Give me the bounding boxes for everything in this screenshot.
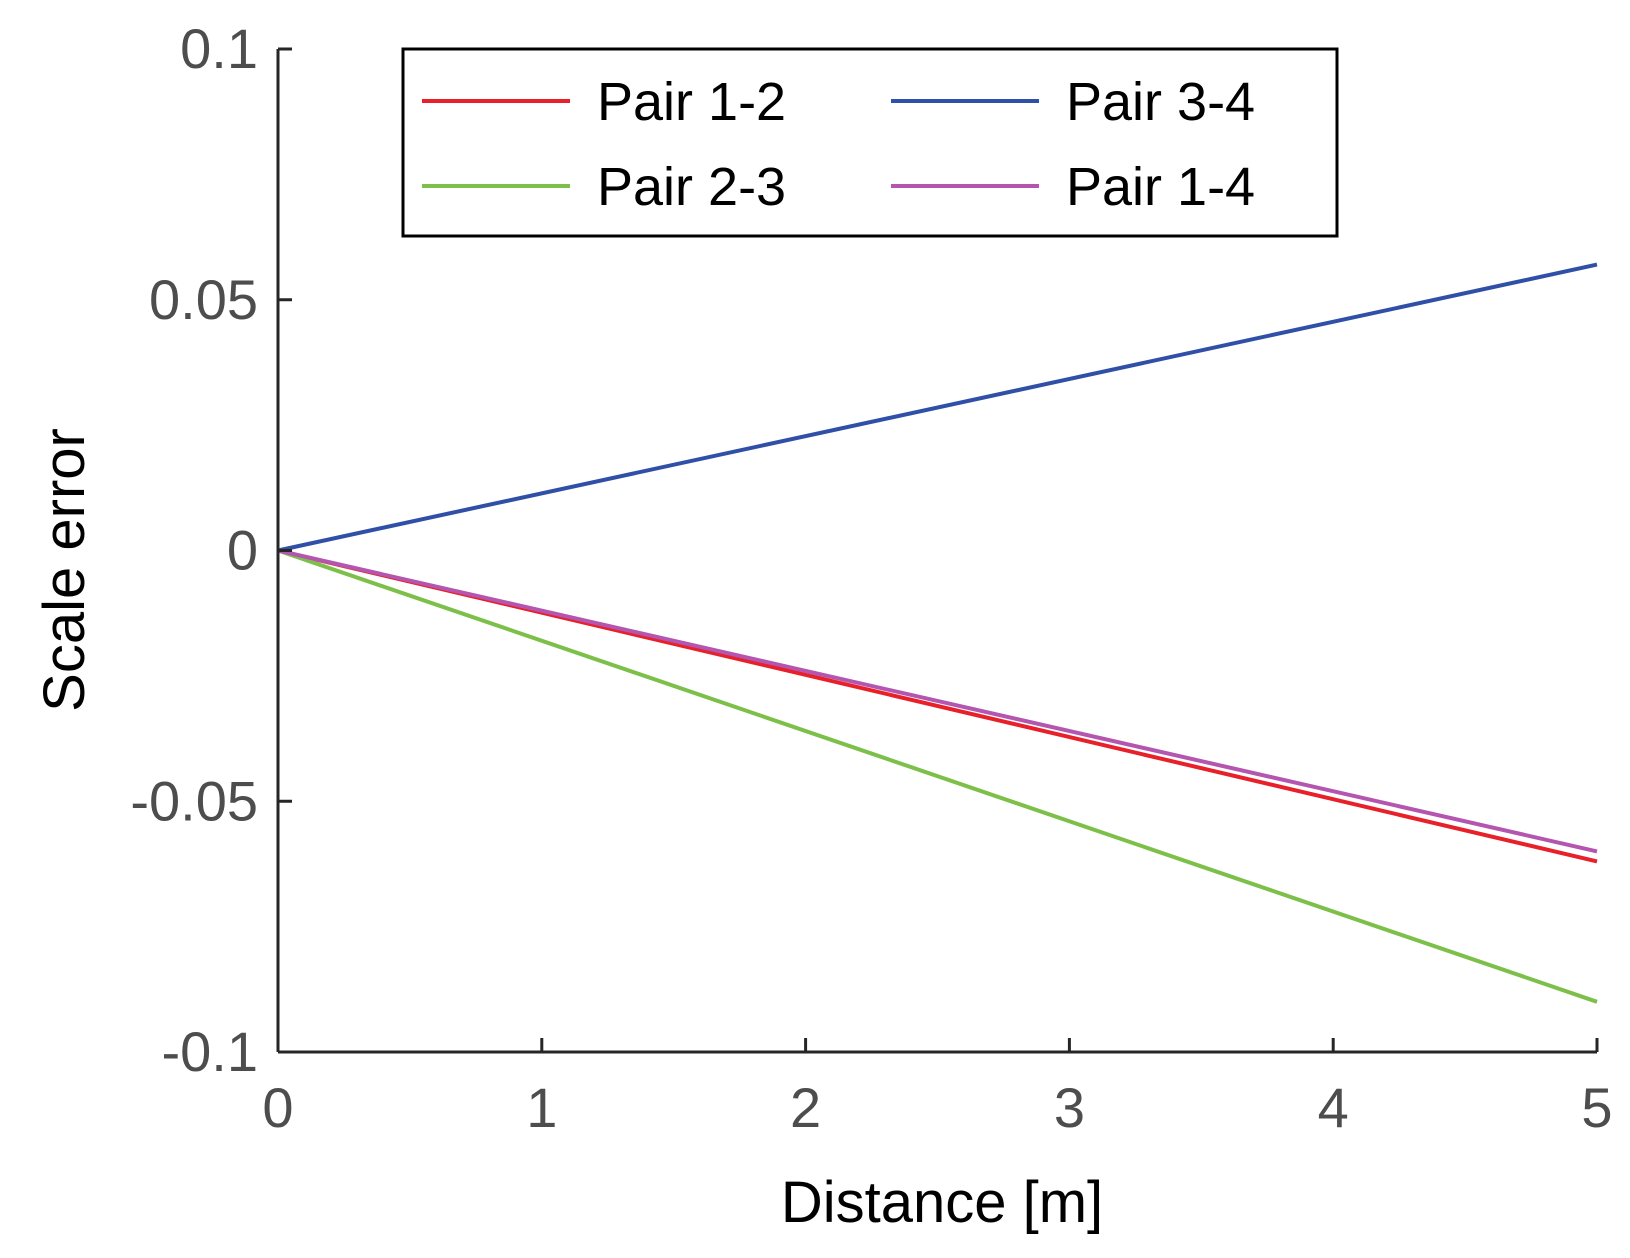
y-tick-label: 0: [227, 519, 258, 582]
legend-label: Pair 1-2: [597, 72, 786, 132]
x-tick-label: 1: [526, 1076, 557, 1139]
legend-box: [401, 47, 1339, 238]
x-tick-label: 5: [1581, 1076, 1612, 1139]
legend-item: Pair 1-4: [891, 157, 1255, 217]
ticks-layer: 0 1 2 3 4 5 -0.1 -0.05 0 0.05 0.1: [130, 17, 1612, 1139]
x-tick-label: 0: [262, 1076, 293, 1139]
legend: Pair 1-2 Pair 3-4 Pair 2-3 Pair 1-4: [401, 47, 1339, 238]
series-line-pair-1-4: [277, 548, 1598, 854]
legend-item: Pair 3-4: [891, 72, 1255, 132]
legend-label: Pair 2-3: [597, 157, 786, 217]
series-line-pair-3-4: [277, 262, 1598, 553]
y-tick-label: 0.05: [149, 268, 258, 331]
y-axis-title: Scale error: [32, 428, 97, 712]
legend-label: Pair 3-4: [1066, 72, 1255, 132]
series-layer: [277, 262, 1598, 1004]
series-line-pair-2-3: [277, 548, 1598, 1004]
y-tick-label: -0.1: [162, 1020, 259, 1083]
x-axis-title: Distance [m]: [781, 1170, 1103, 1235]
legend-item: Pair 2-3: [422, 157, 786, 217]
y-tick-label: -0.05: [130, 769, 258, 832]
legend-item: Pair 1-2: [422, 72, 786, 132]
legend-label: Pair 1-4: [1066, 157, 1255, 217]
y-tick-label: 0.1: [180, 17, 258, 80]
x-tick-label: 3: [1054, 1076, 1085, 1139]
x-tick-label: 2: [790, 1076, 821, 1139]
x-tick-label: 4: [1318, 1076, 1349, 1139]
